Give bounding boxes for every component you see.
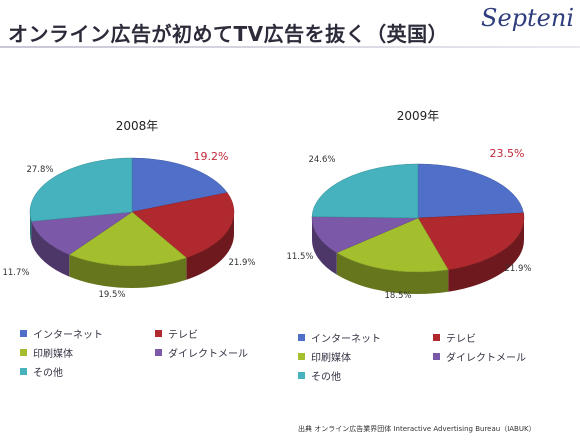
pie-1-slice-0 — [417, 163, 524, 219]
legend-2008-legend-swatch — [20, 349, 27, 356]
legend-2008-legend-item: その他 — [20, 364, 63, 379]
pie-0-title: 2008年 — [116, 119, 159, 133]
legend-2008: インターネット テレビ印刷媒体 ダイレクトメールその他 — [20, 326, 290, 386]
pie-0-label-4: 27.8% — [26, 165, 53, 175]
pie-1-slice-3 — [311, 216, 419, 253]
legend-2008-legend-swatch — [155, 330, 162, 337]
pie-0-side-2 — [69, 254, 187, 289]
legend-2009-legend-swatch — [433, 334, 440, 341]
legend-2009-legend-swatch — [433, 353, 440, 360]
pie-0-slice-0 — [131, 157, 228, 213]
pie-1-label-2: 18.5% — [384, 291, 411, 301]
legend-2009-legend-item: 印刷媒体 — [298, 349, 351, 364]
pie-1-title: 2009年 — [397, 109, 440, 123]
pie-0-side-3 — [31, 221, 70, 277]
legend-2008-legend-label: テレビ — [168, 330, 198, 341]
pie-0-label-1: 21.9% — [228, 258, 255, 268]
legend-2008-legend-item: インターネット — [20, 326, 103, 341]
legend-2008-legend-item: テレビ — [155, 326, 198, 341]
pie-1-slice-1 — [417, 212, 525, 271]
legend-2008-legend-label: その他 — [33, 368, 63, 379]
pie-1-side-3 — [312, 218, 337, 275]
pie-1-label-3: 11.5% — [286, 252, 313, 262]
pie-1-slice-4 — [311, 163, 419, 219]
legend-2009-legend-swatch — [298, 334, 305, 341]
pie-1-side-1 — [448, 218, 524, 292]
legend-2009-legend-label: インターネット — [311, 334, 381, 345]
pie-0-slice-2 — [68, 211, 187, 267]
legend-2009-legend-item: テレビ — [433, 330, 476, 345]
legend-2008-legend-label: ダイレクトメール — [168, 349, 248, 360]
legend-2008-legend-swatch — [20, 330, 27, 337]
pie-0-label-2: 19.5% — [98, 290, 125, 300]
pie-1-label-4: 24.6% — [308, 155, 335, 165]
legend-2009-legend-item: インターネット — [298, 330, 381, 345]
legend-2009-legend-label: その他 — [311, 372, 341, 383]
legend-2009-legend-swatch — [298, 372, 305, 379]
septeni-logo: Septeni — [481, 4, 574, 32]
pie-0-slice-1 — [131, 192, 235, 258]
pie-0-side-4 — [30, 212, 32, 244]
legend-2008-legend-item: 印刷媒体 — [20, 345, 73, 360]
source-note: 出典 オンライン広告業界団体 Interactive Advertising B… — [298, 425, 536, 433]
pie-1-label-0: 23.5% — [490, 147, 525, 160]
legend-2009-legend-label: ダイレクトメール — [446, 353, 526, 364]
legend-2009-legend-label: 印刷媒体 — [311, 353, 351, 364]
legend-2008-legend-label: 印刷媒体 — [33, 349, 73, 360]
pie-0-label-0: 19.2% — [194, 150, 229, 163]
title-divider — [0, 46, 580, 48]
pie-1-label-1: 21.9% — [504, 264, 531, 274]
legend-2009-legend-label: テレビ — [446, 334, 476, 345]
legend-2009-legend-item: その他 — [298, 368, 341, 383]
pie-1-side-2 — [336, 252, 449, 294]
pie-0-side-1 — [186, 212, 234, 280]
pie-0-slice-4 — [29, 157, 133, 222]
pie-0-slice-3 — [31, 211, 133, 255]
legend-2009-legend-item: ダイレクトメール — [433, 349, 526, 364]
slide-title: オンライン広告が初めてTV広告を抜く（英国） — [8, 22, 449, 46]
legend-2009: インターネット テレビ印刷媒体 ダイレクトメールその他 — [298, 330, 568, 390]
legend-2008-legend-swatch — [155, 349, 162, 356]
pie-1-slice-2 — [336, 217, 449, 273]
legend-2009-legend-swatch — [298, 353, 305, 360]
legend-2008-legend-item: ダイレクトメール — [155, 345, 248, 360]
legend-2008-legend-label: インターネット — [33, 330, 103, 341]
legend-2008-legend-swatch — [20, 368, 27, 375]
pie-0-label-3: 11.7% — [2, 268, 29, 278]
